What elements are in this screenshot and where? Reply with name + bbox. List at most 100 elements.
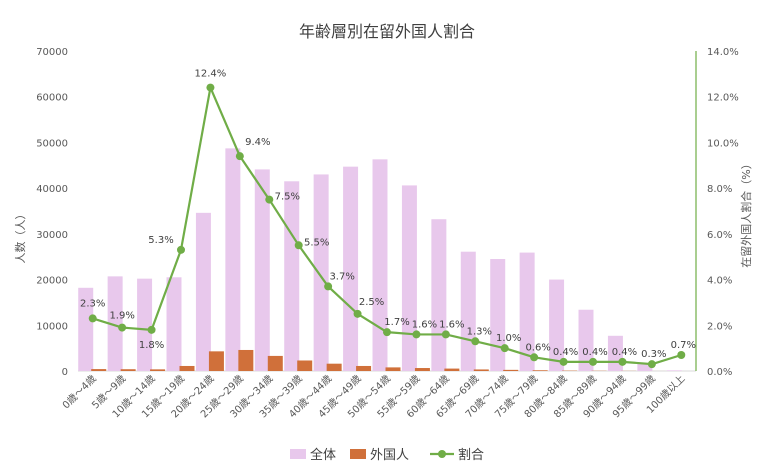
ratio-point: [118, 323, 127, 332]
bar-foreign: [326, 363, 342, 371]
ratio-data-label: 0.3%: [641, 349, 666, 360]
ratio-data-label: 1.7%: [384, 317, 409, 328]
y-tick-label: 50000: [36, 138, 68, 149]
y-tick-label: 20000: [36, 276, 68, 287]
y-tick-label: 30000: [36, 230, 68, 241]
ratio-point: [530, 353, 539, 362]
ratio-data-label: 7.5%: [275, 192, 300, 203]
bar-total: [313, 174, 329, 371]
ratio-point: [412, 330, 421, 339]
bar-foreign: [120, 369, 136, 371]
y-tick-label: 0: [62, 367, 68, 378]
ratio-point: [589, 357, 597, 366]
ratio-data-label: 1.3%: [467, 326, 492, 337]
y-tick-label: 60000: [36, 93, 68, 104]
bar-total: [519, 252, 535, 371]
bar-total: [549, 279, 565, 371]
ratio-point: [353, 309, 362, 318]
legend-swatch-total: [290, 449, 306, 459]
ratio-data-label: 1.6%: [439, 319, 464, 330]
y2-tick-label: 6.0%: [707, 230, 732, 241]
bar-foreign: [385, 367, 401, 371]
bar-total: [195, 212, 211, 371]
ratio-data-label: 1.9%: [109, 311, 134, 322]
legend-marker-ratio: [438, 450, 446, 458]
y2-tick-label: 4.0%: [707, 276, 732, 287]
ratio-point: [500, 344, 509, 353]
legend-label-ratio: 割合: [458, 447, 484, 463]
ratio-data-label: 5.5%: [304, 237, 329, 248]
ratio-point: [206, 83, 215, 92]
bar-foreign: [179, 365, 195, 371]
ratio-data-label: 0.7%: [671, 340, 696, 351]
legend-label-foreign: 外国人: [370, 448, 409, 463]
y-axis-label: 人数（人）: [14, 209, 27, 264]
bar-total: [284, 181, 300, 371]
ratio-data-label: 2.5%: [359, 297, 384, 308]
ratio-data-label: 1.8%: [139, 340, 164, 351]
y2-tick-label: 8.0%: [707, 184, 732, 195]
ratio-data-label: 12.4%: [195, 69, 227, 80]
bar-total: [166, 277, 182, 371]
ratio-data-label: 2.3%: [80, 298, 105, 309]
bar-total: [637, 363, 653, 371]
bar-total: [460, 251, 476, 371]
bar-total: [107, 276, 123, 371]
ratio-point: [324, 282, 333, 291]
chart-title: 年齢層別在留外国人割合: [299, 22, 475, 41]
ratio-point: [471, 337, 480, 346]
y2-tick-label: 12.0%: [707, 93, 739, 104]
bar-foreign: [150, 369, 166, 371]
y2-tick-label: 10.0%: [707, 138, 739, 149]
bar-foreign: [414, 368, 430, 371]
ratio-data-label: 0.4%: [553, 347, 578, 358]
bar-total: [401, 185, 417, 371]
bar-total: [666, 370, 682, 371]
ratio-data-label: 9.4%: [245, 137, 270, 148]
y2-axis-label: 在留外国人割合（%）: [739, 158, 753, 267]
bar-total: [225, 148, 241, 371]
bar-total: [78, 287, 94, 371]
legend-label-total: 全体: [310, 447, 336, 463]
bar-total: [372, 159, 388, 371]
bar-foreign: [473, 369, 489, 371]
bar-foreign: [297, 360, 313, 371]
plot-area: 0 10000 20000 30000 40000 50000 60000 70000 0.0%…: [36, 47, 739, 420]
ratio-data-label: 0.6%: [525, 342, 550, 353]
legend: 全体 外国人 割合: [290, 447, 484, 463]
bar-total: [137, 278, 153, 371]
y-tick-label: 70000: [36, 47, 68, 58]
bar-total: [431, 219, 447, 371]
ratio-data-label: 1.0%: [496, 333, 521, 344]
bar-total: [578, 309, 594, 371]
ratio-point: [147, 325, 156, 334]
ratio-data-label: 0.4%: [582, 347, 607, 358]
ratio-point: [235, 152, 244, 161]
ratio-point: [383, 328, 391, 337]
ratio-point: [294, 241, 303, 250]
bar-foreign: [503, 369, 519, 371]
ratio-point: [618, 357, 627, 366]
ratio-point: [177, 245, 185, 254]
bar-foreign: [444, 368, 460, 371]
bar-foreign: [267, 355, 283, 371]
ratio-point: [559, 357, 568, 366]
ratio-point: [647, 360, 656, 369]
y2-tick-label: 0.0%: [707, 367, 732, 378]
bar-foreign: [238, 349, 254, 371]
bar-foreign: [356, 365, 372, 371]
y2-tick-label: 14.0%: [707, 47, 739, 58]
ratio-point: [265, 195, 274, 204]
y-tick-label: 10000: [36, 321, 68, 332]
ratio-point: [88, 314, 97, 323]
bar-total: [490, 259, 506, 371]
y-tick-label: 40000: [36, 184, 68, 195]
bar-foreign: [208, 351, 224, 371]
ratio-data-label: 3.7%: [329, 271, 354, 282]
bar-foreign: [532, 370, 548, 371]
ratio-data-label: 0.4%: [612, 347, 637, 358]
y2-tick-label: 2.0%: [707, 321, 732, 332]
ratio-point: [441, 330, 450, 339]
ratio-point: [677, 351, 686, 359]
